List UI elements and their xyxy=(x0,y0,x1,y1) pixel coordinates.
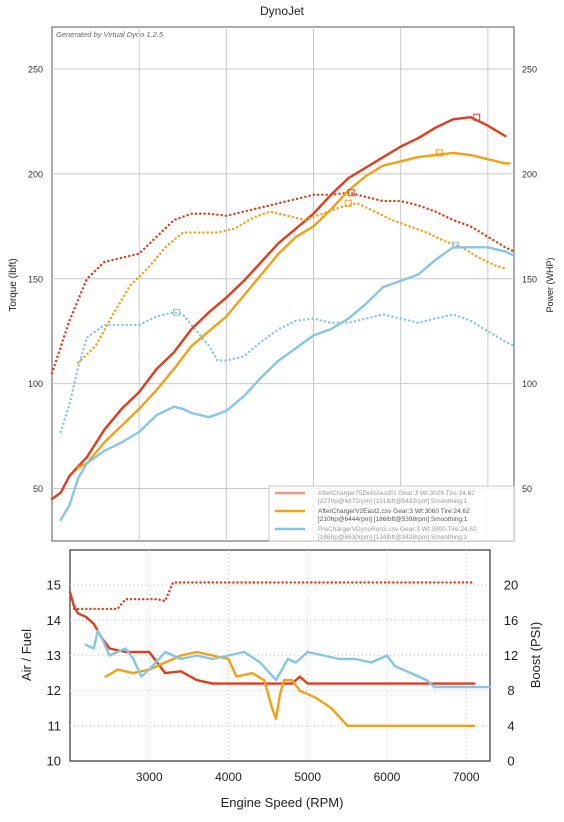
boost-tick-label: 4 xyxy=(507,718,514,733)
chart-title: DynoJet xyxy=(260,4,305,18)
afr-axis-label: Air / Fuel xyxy=(19,629,34,681)
torque-tick-label: 250 xyxy=(28,64,43,74)
legend-entry-2-line1: AfterChargerV2East2.csv Gear:3 Wt:3060 T… xyxy=(318,508,470,515)
afr-tick-label: 11 xyxy=(48,718,62,733)
legend: AfterCharger75DeliciousEs Gear:3 Wt:3026… xyxy=(268,485,515,542)
series-line-red-power xyxy=(50,115,507,501)
boost-tick-label: 8 xyxy=(507,683,514,698)
rpm-tick-label: 5000 xyxy=(294,770,321,784)
afr-tick-label: 15 xyxy=(47,578,61,593)
peak-marker-orange-torque xyxy=(344,199,352,207)
torque-tick-label: 50 xyxy=(33,484,43,494)
afr-tick-label: 13 xyxy=(47,648,61,663)
boost-tick-label: 0 xyxy=(507,754,514,769)
bottom-series-group xyxy=(68,581,492,727)
series-line-red-boost xyxy=(72,581,476,611)
boost-tick-label: 12 xyxy=(504,648,518,663)
afr-tick-label: 12 xyxy=(47,683,61,698)
series-line-orange-power xyxy=(76,151,511,469)
peak-marker-red-power xyxy=(473,113,481,121)
legend-entry-2-line2: [210hp@6444rpm] [186lbft@5398rpm] Smooth… xyxy=(318,516,468,523)
torque-tick-label: 200 xyxy=(28,169,43,179)
peak-marker-blue-power xyxy=(452,241,460,249)
boost-tick-label: 20 xyxy=(504,578,518,593)
legend-box xyxy=(268,485,515,542)
torque-axis-label: Torque (lbft) xyxy=(8,258,19,311)
legend-entry-3-line2: [166hp@6630rpm] [134lbft@3428rpm] Smooth… xyxy=(318,534,468,541)
afr-tick-label: 14 xyxy=(47,613,61,628)
legend-entry-1-line2: [227hp@6872rpm] [191lbft@5432rpm] Smooth… xyxy=(318,498,468,505)
series-line-red-torque xyxy=(50,191,516,375)
series-line-blue-power xyxy=(59,246,516,522)
boost-axis-ticks: 0 4 8 12 16 20 xyxy=(504,578,518,769)
series-line-orange-afr xyxy=(104,650,476,727)
rpm-tick-label: 7000 xyxy=(453,770,480,784)
legend-entry-3-line1: PreChargerVDynoRun3.csv Gear:3 Wt:3900 T… xyxy=(318,526,477,533)
series-line-orange-torque xyxy=(76,201,507,364)
torque-tick-label: 150 xyxy=(28,274,43,284)
power-tick-label: 50 xyxy=(522,484,532,494)
power-tick-label: 150 xyxy=(522,274,537,284)
boost-tick-label: 16 xyxy=(504,613,518,628)
boost-axis-label: Boost (PSI) xyxy=(528,622,543,688)
legend-entry-1-line1: AfterCharger75DeliciousEs Gear:3 Wt:3026… xyxy=(318,490,475,497)
afr-tick-label: 10 xyxy=(47,754,61,769)
power-tick-label: 100 xyxy=(522,379,537,389)
rpm-axis-label: Engine Speed (RPM) xyxy=(221,795,344,810)
series-line-blue-afr xyxy=(84,629,492,689)
peak-marker-blue-torque xyxy=(172,308,180,316)
peak-marker-red-torque xyxy=(347,189,355,197)
top-left-axis-ticks: 50 100 150 200 250 xyxy=(28,64,43,494)
rpm-tick-label: 6000 xyxy=(374,770,401,784)
top-panel-frame xyxy=(51,26,515,542)
rpm-tick-label: 3000 xyxy=(136,770,163,784)
peak-marker-orange-power xyxy=(435,149,443,157)
rpm-tick-label: 4000 xyxy=(215,770,242,784)
series-line-blue-torque xyxy=(59,311,516,434)
power-tick-label: 200 xyxy=(522,169,537,179)
power-axis-label: Power (WHP) xyxy=(545,257,555,312)
power-tick-label: 250 xyxy=(522,64,537,74)
top-right-axis-ticks: 50 100 150 200 250 xyxy=(522,64,537,494)
afr-axis-ticks: 10 11 12 13 14 15 xyxy=(47,578,61,769)
rpm-axis-ticks: 3000 4000 5000 6000 7000 xyxy=(136,770,480,784)
top-gridlines xyxy=(52,27,514,541)
top-series-group xyxy=(50,115,516,522)
chart-subtitle: Generated by Virtual Dyno 1.2.5 xyxy=(56,30,164,39)
torque-tick-label: 100 xyxy=(28,379,43,389)
peak-markers xyxy=(172,113,481,316)
